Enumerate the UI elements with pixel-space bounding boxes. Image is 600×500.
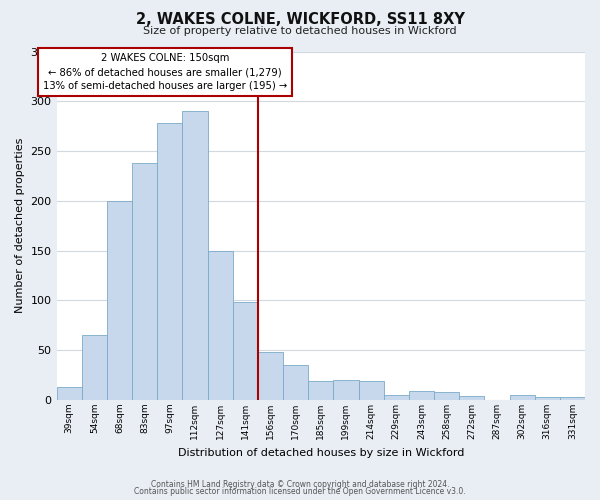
Text: Contains public sector information licensed under the Open Government Licence v3: Contains public sector information licen… [134, 487, 466, 496]
Bar [283, 365, 308, 400]
Bar [334, 380, 359, 400]
Bar [208, 250, 233, 400]
Bar [308, 381, 334, 400]
Bar [233, 302, 258, 400]
Bar [359, 381, 383, 400]
Bar [107, 201, 132, 400]
Bar [434, 392, 459, 400]
Bar [509, 395, 535, 400]
Y-axis label: Number of detached properties: Number of detached properties [15, 138, 25, 314]
Bar [132, 163, 157, 400]
Bar [157, 123, 182, 400]
Text: Size of property relative to detached houses in Wickford: Size of property relative to detached ho… [143, 26, 457, 36]
Bar [182, 111, 208, 400]
Bar [258, 352, 283, 400]
X-axis label: Distribution of detached houses by size in Wickford: Distribution of detached houses by size … [178, 448, 464, 458]
Text: 2 WAKES COLNE: 150sqm
← 86% of detached houses are smaller (1,279)
13% of semi-d: 2 WAKES COLNE: 150sqm ← 86% of detached … [43, 54, 287, 92]
Bar [82, 336, 107, 400]
Bar [56, 387, 82, 400]
Bar [409, 391, 434, 400]
Text: 2, WAKES COLNE, WICKFORD, SS11 8XY: 2, WAKES COLNE, WICKFORD, SS11 8XY [136, 12, 464, 28]
Bar [535, 397, 560, 400]
Bar [383, 395, 409, 400]
Bar [560, 397, 585, 400]
Bar [459, 396, 484, 400]
Text: Contains HM Land Registry data © Crown copyright and database right 2024.: Contains HM Land Registry data © Crown c… [151, 480, 449, 489]
